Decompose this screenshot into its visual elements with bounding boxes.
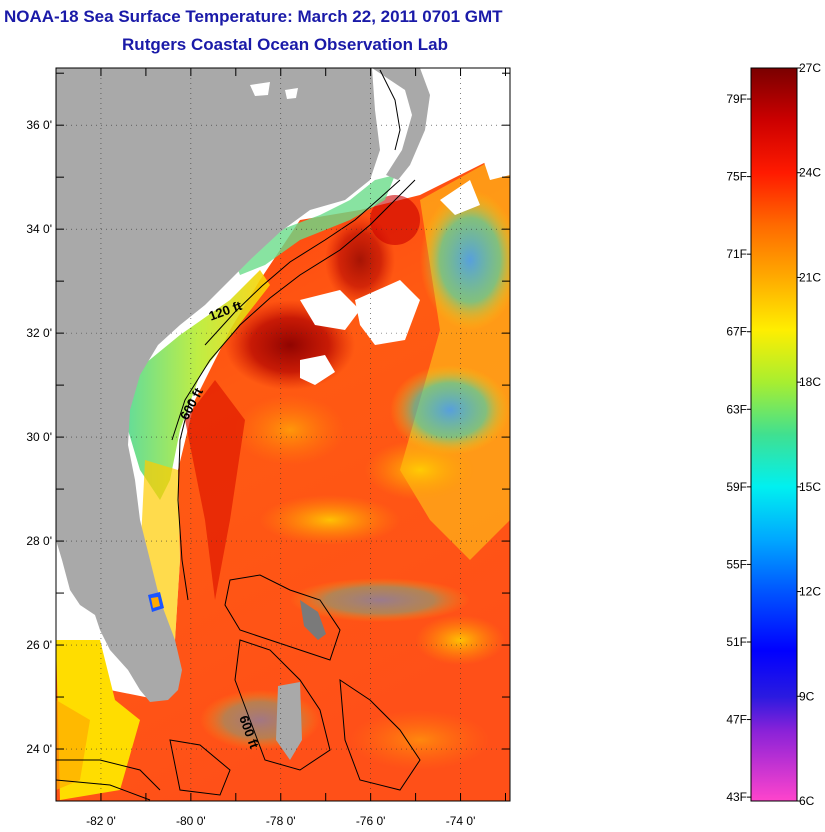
colorbar-f-labels: 79F 75F 71F 67F 63F 59F 55F 51F 47F 43F	[726, 92, 747, 804]
colorbar-f-label: 67F	[726, 325, 747, 339]
latitude-labels: 36 0' 34 0' 32 0' 30 0' 28 0' 26 0' 24 0'	[26, 118, 52, 756]
colorbar-c-ticks	[797, 67, 801, 802]
colorbar-c-label: 12C	[799, 585, 821, 599]
latitude-label: 30 0'	[26, 430, 52, 444]
colorbar-f-label: 43F	[726, 790, 747, 804]
bathymetry-contours	[56, 69, 421, 801]
longitude-label: -74 0'	[446, 814, 476, 828]
latitude-label: 28 0'	[26, 534, 52, 548]
map-ticks	[55, 68, 510, 802]
longitude-labels: -82 0' -80 0' -78 0' -76 0' -74 0'	[86, 814, 475, 828]
latitude-label: 32 0'	[26, 326, 52, 340]
map-title: NOAA-18 Sea Surface Temperature: March 2…	[4, 7, 503, 26]
latitude-label: 26 0'	[26, 638, 52, 652]
colorbar	[750, 67, 798, 802]
graticule	[56, 68, 510, 801]
land-mass	[56, 68, 380, 702]
map-frame	[55, 67, 511, 802]
latitude-label: 24 0'	[26, 742, 52, 756]
colorbar-c-label: 18C	[799, 375, 821, 389]
colorbar-c-label: 6C	[799, 794, 815, 808]
colorbar-c-label: 9C	[799, 689, 815, 703]
longitude-label: -80 0'	[176, 814, 206, 828]
colorbar-f-label: 63F	[726, 402, 747, 416]
colorbar-c-label: 24C	[799, 166, 821, 180]
colorbar-f-label: 71F	[726, 247, 747, 261]
colorbar-f-label: 55F	[726, 557, 747, 571]
colorbar-f-label: 51F	[726, 635, 747, 649]
longitude-label: -78 0'	[266, 814, 296, 828]
colorbar-f-label: 79F	[726, 92, 747, 106]
colorbar-f-ticks	[747, 98, 751, 798]
colorbar-c-labels: 27C 24C 21C 18C 15C 12C 9C 6C	[799, 61, 821, 808]
longitude-label: -82 0'	[86, 814, 116, 828]
colorbar-f-label: 75F	[726, 170, 747, 184]
colorbar-c-label: 15C	[799, 480, 821, 494]
map-imagery	[56, 68, 510, 801]
colorbar-f-label: 59F	[726, 480, 747, 494]
colorbar-c-label: 21C	[799, 270, 821, 284]
colorbar-f-label: 47F	[726, 713, 747, 727]
map-subtitle: Rutgers Coastal Ocean Observation Lab	[122, 35, 448, 54]
latitude-label: 34 0'	[26, 222, 52, 236]
colorbar-c-label: 27C	[799, 61, 821, 75]
latitude-label: 36 0'	[26, 118, 52, 132]
longitude-label: -76 0'	[356, 814, 386, 828]
